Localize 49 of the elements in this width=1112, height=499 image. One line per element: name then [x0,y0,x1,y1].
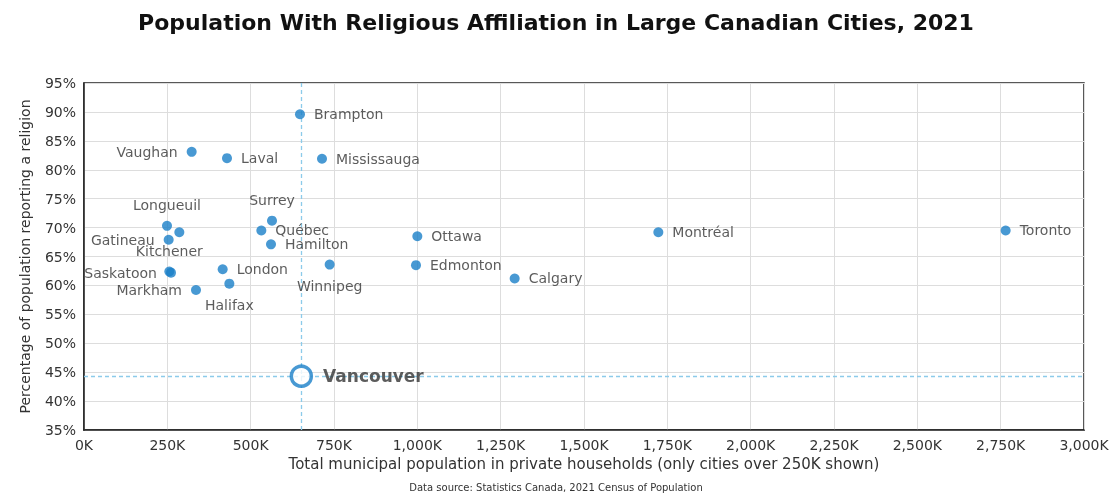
data-label: Saskatoon [84,264,157,281]
y-tick-label: 35% [44,422,76,438]
y-tick-label: 95% [44,75,76,91]
data-label: Mississauga [336,150,420,167]
chart-title: Population With Religious Affiliation in Large Canadian Cities, 2021 [138,9,974,35]
x-tick-label: 2,250K [809,437,860,453]
x-tick-label: 250K [149,437,187,453]
data-label: Hamilton [285,236,349,253]
x-tick-label: 1,000K [392,437,443,453]
data-label: Halifax [204,296,254,313]
data-label: Longueuil [132,196,202,213]
source-note: Data source: Statistics Canada, 2021 Census of Population [409,481,703,493]
data-label: Vancouver [323,366,425,387]
data-label: Québec [275,222,330,239]
x-tick-label: 1,250K [476,437,527,453]
y-tick-label: 65% [44,248,76,265]
y-tick-label: 80% [44,161,76,178]
x-tick-label: 1,500K [559,437,610,453]
x-tick-label: 2,750K [976,437,1027,453]
y-tick-label: 70% [44,219,76,236]
data-label: Calgary [528,270,583,287]
data-label: Toronto [1018,222,1072,239]
y-tick-label: 55% [44,306,76,323]
data-label: Surrey [249,191,295,208]
x-tick-label: 500K [232,437,270,453]
y-tick-label: 75% [44,190,76,207]
x-tick-label: 3,000K [1059,437,1110,453]
data-label: Ottawa [431,228,482,245]
x-axis-title: Total municipal population in private households (only cities over 250K shown) [287,455,880,474]
x-tick-label: 750K [316,437,353,453]
y-tick-label: 50% [44,335,76,352]
data-label: Winnipeg [296,277,363,294]
y-tick-label: 85% [44,132,76,149]
y-tick-label: 45% [44,364,76,381]
data-label: Brampton [314,106,384,123]
data-label: Montréal [672,224,734,241]
data-label: Edmonton [430,257,502,274]
data-label: London [236,261,288,278]
y-tick-label: 60% [44,277,76,294]
x-tick-label: 0K [74,437,94,453]
y-tick-label: 90% [44,103,76,120]
data-label: Laval [241,150,279,167]
x-tick-label: 1,750K [642,437,693,453]
y-tick-label: 40% [44,393,76,410]
data-label: Markham [116,282,182,299]
x-tick-label: 2,500K [892,437,943,453]
x-tick-label: 2,000K [726,437,777,453]
data-label: Vaughan [116,143,178,160]
y-axis-title: Percentage of population reporting a religion [17,99,33,414]
